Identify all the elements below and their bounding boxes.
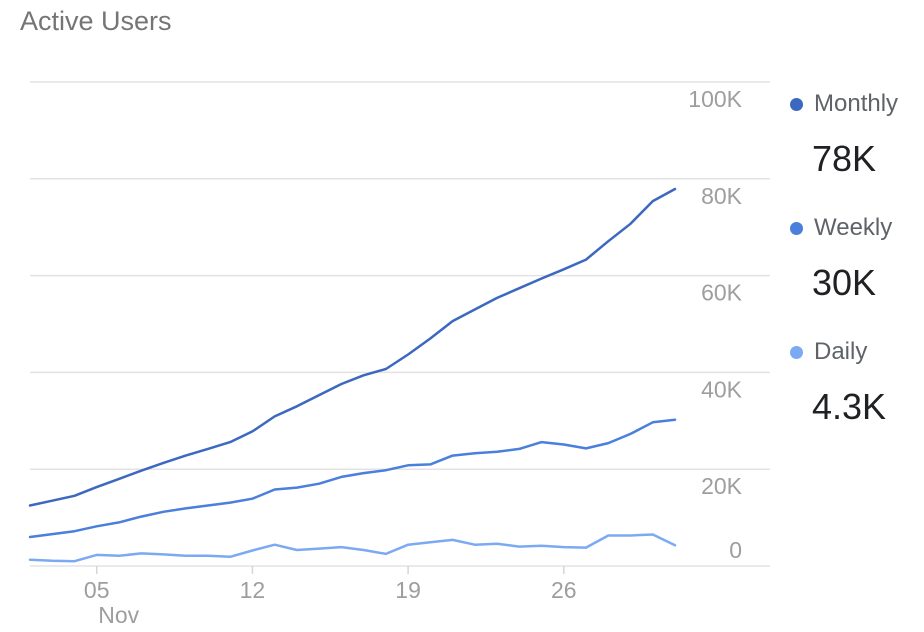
legend-series-name: Monthly [814,90,899,117]
series-lines [28,187,677,563]
x-tick-label: 12 [240,577,266,603]
legend-dot-icon [790,221,803,235]
series-line-daily [28,533,677,563]
series-line-weekly [28,418,677,539]
legend-item-weekly[interactable]: Weekly 30K [790,214,898,304]
legend-row: Weekly [790,214,898,242]
chart-title: Active Users [20,6,172,36]
legend: Monthly 78K Weekly 30K Daily 4.3K [790,90,898,462]
legend-series-value: 4.3K [812,386,887,427]
grid-lines [30,81,770,567]
y-tick-label: 20K [701,473,743,499]
series-line-monthly [28,187,677,507]
y-axis-ticks: 0 20K 40K 60K 80K 100K [688,86,742,563]
legend-row: Daily [790,338,898,366]
x-tick-label: 05 [84,577,110,603]
y-tick-label: 80K [701,183,743,209]
legend-series-value: 78K [812,138,877,179]
y-tick-label: 100K [688,86,742,112]
legend-row: Monthly [790,90,898,118]
x-tick-sublabel: Nov [98,602,139,628]
legend-item-daily[interactable]: Daily 4.3K [790,338,898,428]
x-tick-label: 26 [551,577,577,603]
y-tick-label: 40K [701,376,743,402]
y-tick-label: 60K [701,280,743,306]
legend-item-monthly[interactable]: Monthly 78K [790,90,898,180]
legend-series-name: Daily [814,338,868,365]
legend-dot-icon [790,345,803,359]
legend-series-name: Weekly [814,214,893,241]
x-tick-label: 19 [395,577,421,603]
legend-series-value: 30K [812,262,877,303]
y-tick-label: 0 [729,537,742,563]
legend-dot-icon [790,97,803,111]
